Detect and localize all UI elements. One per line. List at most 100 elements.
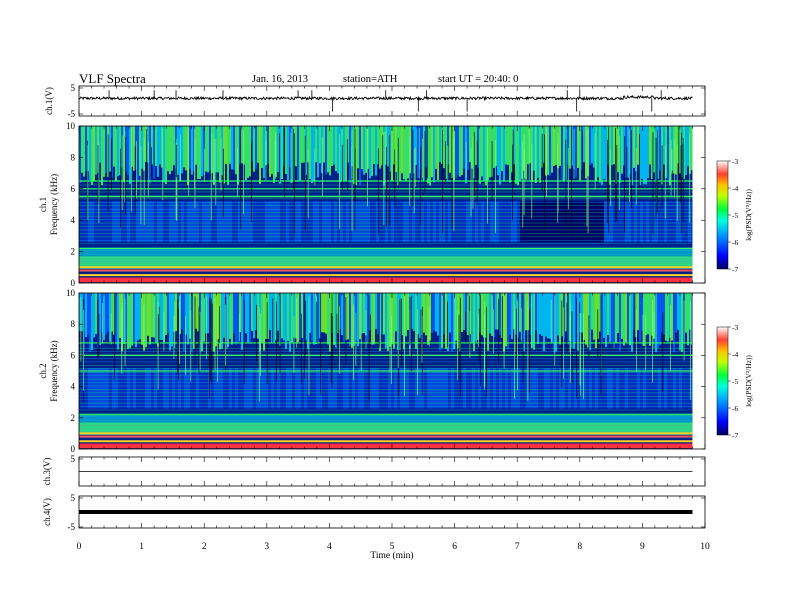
ch1-mid-band: [79, 201, 82, 243]
ch2-mid-band: [574, 367, 577, 409]
ch2-noise-column: [135, 293, 137, 348]
ch1-noise-column: [357, 126, 359, 169]
ch1-noise-column: [499, 126, 501, 185]
ch1-mid-band: [535, 201, 538, 243]
ch2-ytick-label: 2: [71, 413, 76, 423]
ch2-noise-column: [151, 293, 153, 338]
ch2-mid-band: [268, 367, 271, 409]
ch1-noise-column: [295, 126, 297, 167]
ch1-colorbar: -3 -4 -5 -6 -7 log(PSD(V²/Hz)): [716, 157, 753, 274]
ch1-mid-band: [379, 201, 382, 243]
ch2-noise-column: [505, 293, 507, 347]
ch1-ytick-label: 10: [66, 121, 76, 131]
ch1-noise-column: [673, 126, 675, 174]
ch1-noise-column: [89, 126, 91, 180]
ch2-noise-column: [467, 293, 469, 336]
ch1-mid-band: [322, 201, 325, 243]
ch1-mid-band: [151, 201, 154, 243]
ch2-mid-band: [325, 367, 328, 409]
ch2-noise-column: [665, 293, 667, 341]
ch1-noise-column: [515, 126, 517, 184]
ch2-mid-band: [223, 367, 226, 409]
ch1-noise-column: [275, 126, 277, 177]
ch1-mid-band: [487, 201, 490, 243]
ch1-mid-band: [157, 201, 160, 243]
ch1-noise-column: [229, 126, 231, 164]
ch1-noise-column: [647, 126, 649, 178]
ch2-mid-band: [607, 367, 610, 409]
ch1-mid-band: [319, 201, 322, 243]
ch2-mid-band: [115, 367, 118, 409]
ch1-noise-column: [607, 126, 609, 165]
ch2-noise-column: [153, 293, 155, 338]
ch1-noise-column: [595, 126, 597, 181]
ch1-mid-band: [508, 201, 511, 243]
ch2-mid-band: [673, 367, 676, 409]
ch1-noise-column: [395, 126, 397, 173]
ch1-noise-column: [519, 126, 521, 182]
ch2-spec-ylabel: ch.2: [38, 363, 48, 378]
ch1-noise-column: [649, 126, 651, 165]
ch2-mid-band: [679, 367, 682, 409]
ch2-mid-band: [250, 367, 253, 409]
ch2-colorbar-tick-label: -4: [732, 350, 738, 359]
ch1-mid-band: [229, 201, 232, 243]
ch1-noise-column: [589, 126, 591, 165]
ch2-mid-band: [133, 367, 136, 409]
ch2-mid-band: [520, 367, 523, 409]
ch1-noise-column: [547, 126, 549, 175]
ch2-noise-column: [165, 293, 167, 336]
ch1-mid-band: [634, 201, 637, 243]
ch2-noise-column: [261, 293, 263, 343]
ch1-mid-band: [490, 201, 493, 243]
ch2-mid-band: [472, 367, 475, 409]
ch2-mid-band: [181, 367, 184, 409]
ch2-mid-band: [469, 367, 472, 409]
ch1-mid-band: [592, 201, 595, 243]
ch2-mid-band: [622, 367, 625, 409]
ch1-mid-band: [262, 201, 265, 243]
ch2-mid-band: [364, 367, 367, 409]
ch1-mid-band: [655, 201, 658, 243]
ch1-mid-band: [121, 201, 124, 243]
ch2-mid-band: [91, 367, 94, 409]
ch1-noise-column: [99, 126, 101, 163]
ch1-noise-column: [623, 126, 625, 166]
ch1-noise-column: [407, 126, 409, 179]
ch2-ytick-label: 8: [71, 319, 76, 329]
ch2-noise-column: [595, 293, 597, 349]
ch1-mid-band: [241, 201, 244, 243]
ch2-noise-column: [401, 293, 403, 336]
ch1-mid-band: [316, 201, 319, 243]
ch1-noise-column: [471, 126, 473, 169]
ch2-mid-band: [340, 367, 343, 409]
ch1-mid-band: [154, 201, 157, 243]
ch2-noise-column: [341, 293, 343, 336]
ch1-noise-column: [583, 126, 585, 163]
ch1-noise-column: [139, 126, 141, 176]
ch1-noise-column: [423, 126, 425, 181]
ch1-noise-column: [249, 126, 251, 177]
ch1-mid-band: [193, 201, 196, 243]
ch1-spec-ylabel: ch.1: [38, 197, 48, 212]
ch1-colorbar-tick-label: -6: [732, 238, 738, 247]
ch1-noise-column: [239, 126, 241, 164]
ch2-noise-column: [573, 293, 575, 349]
ch1-mid-band: [352, 201, 355, 243]
ch1-noise-column: [399, 126, 401, 181]
ch2-noise-column: [231, 293, 233, 345]
ch2-noise-column: [387, 293, 389, 351]
ch2-noise-column: [449, 293, 451, 333]
ch1-noise-column: [667, 126, 669, 183]
ch1-noise-column: [553, 126, 555, 166]
ch2-noise-column: [647, 293, 649, 335]
ch2-mid-band: [415, 367, 418, 409]
ch2-mid-band: [157, 367, 160, 409]
ch1-noise-column: [609, 126, 611, 185]
ch1-mid-band: [475, 201, 478, 243]
ch1-noise-column: [349, 126, 351, 184]
ch1-noise-column: [277, 126, 279, 173]
ch2-mid-band: [412, 367, 415, 409]
ch2-noise-column: [559, 293, 561, 345]
ch2-freq-ylabel: Frequency (kHz): [49, 340, 59, 401]
